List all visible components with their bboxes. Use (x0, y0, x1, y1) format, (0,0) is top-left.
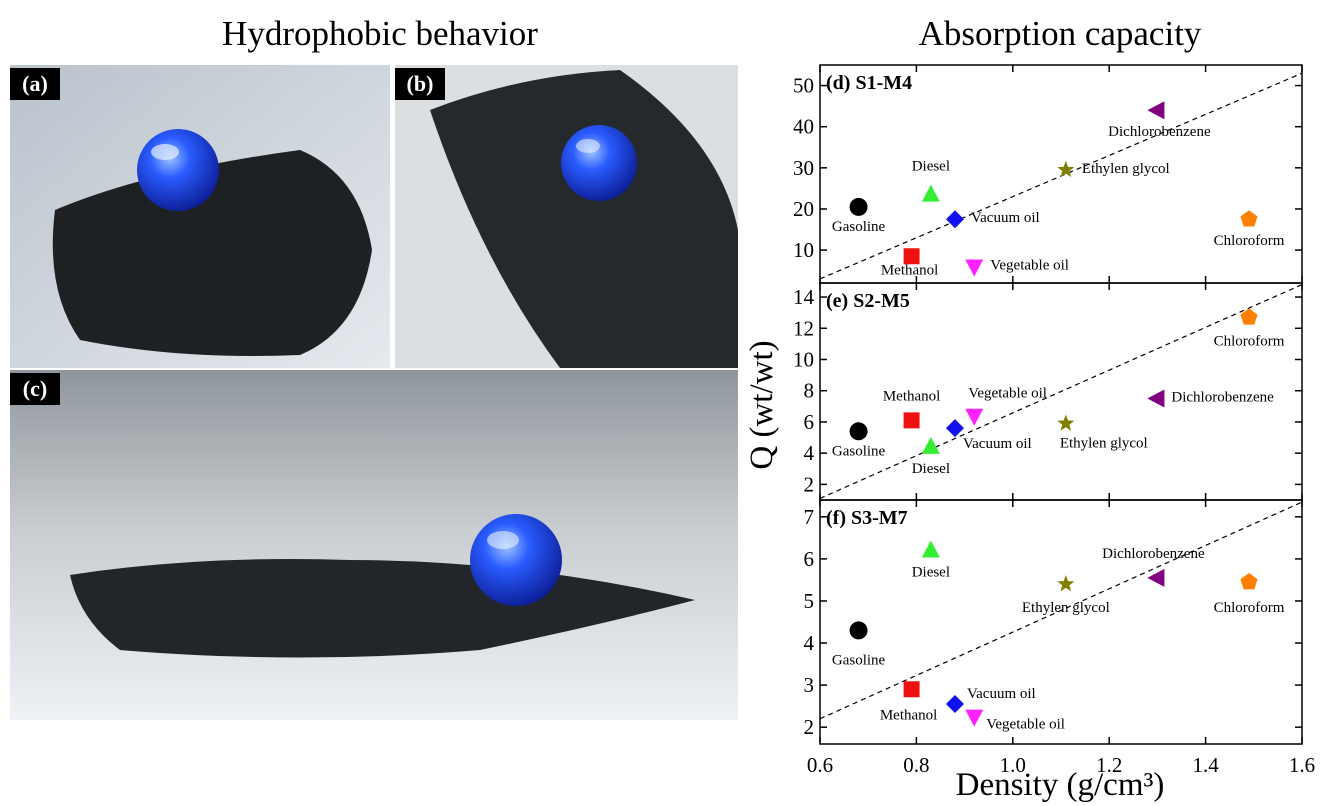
marker (1240, 210, 1257, 226)
point-label: Ethylen glycol (1060, 436, 1148, 452)
marker (850, 422, 868, 440)
point-label: Methanol (883, 388, 941, 404)
x-axis-label: Density (g/cm³) (956, 767, 1165, 803)
marker (1057, 415, 1074, 431)
y-tick-label: 10 (793, 238, 814, 262)
y-tick-label: 6 (804, 410, 815, 434)
photo-label: (a) (22, 71, 48, 96)
point-label: Methanol (880, 707, 938, 723)
point-label: Methanol (881, 262, 939, 278)
marker (1057, 161, 1074, 177)
marker (965, 710, 983, 727)
point-label: Diesel (912, 159, 950, 175)
point-label: Vacuum oil (963, 436, 1032, 452)
marker (946, 210, 964, 228)
y-tick-label: 8 (804, 379, 815, 403)
photo-label-a: (a) (10, 68, 60, 100)
marker (946, 695, 964, 713)
point-label: Dichlorobenzene (1102, 546, 1205, 562)
x-tick-label: 0.8 (903, 753, 929, 777)
point-label: Chloroform (1214, 600, 1285, 616)
photo-label: (b) (407, 71, 434, 96)
y-tick-label: 2 (804, 715, 815, 739)
point-label: Chloroform (1214, 333, 1285, 349)
y-axis-label: Q (wt/wt) (744, 340, 780, 469)
marker (922, 437, 940, 454)
point-label: Diesel (912, 461, 950, 477)
point-label: Gasoline (832, 652, 886, 668)
photo-label-b: (b) (395, 68, 445, 100)
marker (1147, 569, 1164, 587)
y-tick-label: 14 (793, 285, 815, 309)
panel-title: (e) S2-M5 (826, 290, 910, 312)
x-tick-label: 1.0 (1000, 753, 1026, 777)
y-tick-label: 30 (793, 156, 814, 180)
y-tick-label: 7 (804, 505, 815, 529)
y-tick-label: 4 (804, 631, 815, 655)
marker (965, 409, 983, 426)
panel-title: (d) S1-M4 (826, 72, 912, 94)
x-tick-label: 1.4 (1192, 753, 1219, 777)
marker (922, 540, 940, 557)
point-label: Vacuum oil (967, 686, 1036, 702)
point-label: Vegetable oil (968, 386, 1047, 402)
photo-label-c: (c) (10, 373, 60, 405)
photo-b (395, 65, 738, 368)
point-label: Chloroform (1214, 233, 1285, 249)
marker (922, 185, 940, 202)
marker (904, 681, 920, 697)
y-tick-label: 5 (804, 589, 815, 613)
y-tick-label: 40 (793, 115, 814, 139)
x-tick-label: 0.6 (807, 753, 833, 777)
marker (1147, 101, 1164, 119)
marker (1147, 390, 1164, 408)
y-tick-label: 4 (804, 441, 815, 465)
marker (850, 198, 868, 216)
point-label: Vacuum oil (971, 210, 1040, 226)
plot-frame (820, 65, 1302, 283)
marker (904, 412, 920, 428)
point-label: Diesel (912, 564, 950, 580)
point-label: Dichlorobenzene (1108, 124, 1211, 140)
marker (946, 419, 964, 437)
right-title: Absorption capacity (919, 14, 1202, 53)
y-tick-label: 20 (793, 197, 814, 221)
y-tick-label: 10 (793, 347, 814, 371)
left-title: Hydrophobic behavior (222, 14, 538, 53)
point-label: Ethylen glycol (1082, 161, 1170, 177)
y-tick-label: 3 (804, 673, 815, 697)
x-tick-label: 1.2 (1096, 753, 1122, 777)
photo-c (10, 370, 738, 720)
point-label: Vegetable oil (986, 717, 1065, 733)
y-tick-label: 50 (793, 74, 814, 98)
point-label: Gasoline (832, 219, 886, 235)
point-label: Gasoline (832, 443, 886, 459)
y-tick-label: 6 (804, 547, 815, 571)
point-label: Vegetable oil (990, 258, 1069, 274)
photo-label: (c) (23, 376, 47, 401)
point-label: Ethylen glycol (1022, 600, 1110, 616)
x-tick-label: 1.6 (1289, 753, 1315, 777)
figure: Hydrophobic behavior Absorption capacity… (0, 0, 1332, 806)
panel-title: (f) S3-M7 (826, 507, 908, 529)
y-tick-label: 2 (804, 472, 815, 496)
marker (1240, 573, 1257, 589)
y-tick-label: 12 (793, 316, 814, 340)
marker (965, 260, 983, 277)
photo-a (10, 65, 390, 368)
marker (1057, 575, 1074, 591)
point-label: Dichlorobenzene (1171, 390, 1274, 406)
marker (850, 621, 868, 639)
